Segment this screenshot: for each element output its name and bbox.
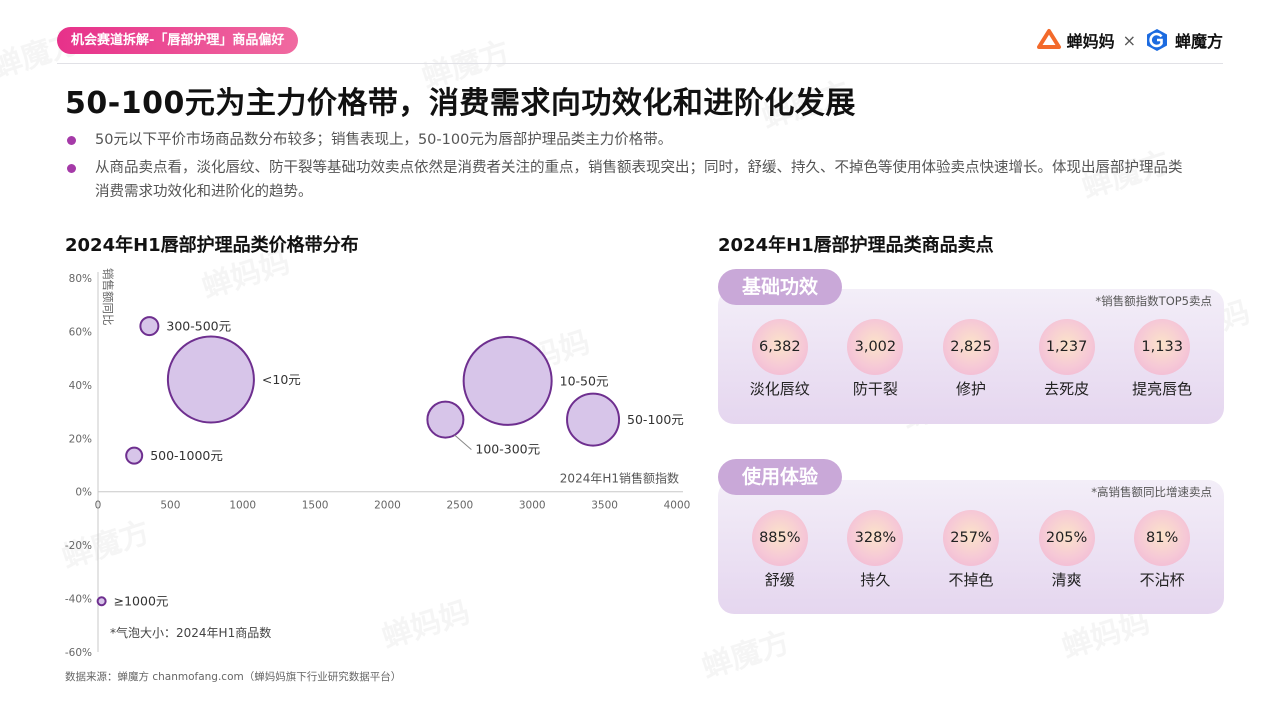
- selling-point-list: 6,382 淡化唇纹 3,002 防干裂 2,825 修护 1,237 去死皮 …: [732, 319, 1210, 399]
- y-tick-label: 80%: [69, 273, 92, 285]
- x-tick-label: 1500: [302, 500, 329, 512]
- x-tick-label: 0: [95, 500, 102, 512]
- selling-point-value: 885%: [751, 510, 808, 566]
- y-axis-label: 销售额同比: [101, 268, 115, 326]
- usage-experience-tab: 使用体验: [718, 459, 843, 495]
- basic-efficacy-tab: 基础功效: [718, 269, 843, 305]
- bubble-label: 100-300元: [475, 442, 540, 457]
- chanmama-logo-icon: [1036, 29, 1061, 49]
- logo-separator: ×: [1122, 30, 1136, 50]
- selling-point-label: 淡化唇纹: [749, 380, 810, 398]
- bubble-size-note: *气泡大小：2024年H1商品数: [110, 625, 271, 640]
- selling-point-label: 持久: [860, 571, 891, 589]
- section-tag: 机会赛道拆解-「唇部护理」商品偏好: [57, 27, 299, 54]
- chanmofang-logo: 蝉魔方: [1144, 27, 1223, 53]
- y-tick-label: -20%: [65, 540, 92, 552]
- bullet-dot-icon: [67, 164, 76, 173]
- y-tick-label: 0%: [75, 487, 92, 499]
- data-source-note: 数据来源：蝉魔方 chanmofang.com（蝉妈妈旗下行业研究数据平台）: [65, 671, 402, 683]
- chanmofang-logo-icon: [1146, 29, 1167, 51]
- selling-point-label: 防干裂: [852, 380, 898, 398]
- y-tick-label: 20%: [69, 433, 92, 445]
- bubble-label: 300-500元: [166, 319, 231, 334]
- bullet-point: 50元以下平价市场商品数分布较多；销售表现上，50-100元为唇部护理品类主力价…: [65, 128, 1195, 152]
- selling-point-value: 81%: [1134, 510, 1191, 566]
- x-tick-label: 3500: [591, 500, 618, 512]
- selling-point-label: 清爽: [1051, 571, 1082, 589]
- y-tick-label: 60%: [69, 326, 92, 338]
- selling-point-value: 1,133: [1134, 319, 1191, 375]
- bullet-text: 从商品卖点看，淡化唇纹、防干裂等基础功效卖点依然是消费者关注的重点，销售额表现突…: [95, 160, 1183, 200]
- label-leader-line: [454, 434, 472, 450]
- selling-point-label: 不沾杯: [1139, 571, 1185, 589]
- x-axis-label: 2024年H1销售额指数: [560, 471, 679, 486]
- x-tick-label: 3000: [519, 500, 546, 512]
- brand-logos: 蝉妈妈 × 蝉魔方: [1036, 24, 1223, 56]
- selling-point-label: 修护: [955, 380, 986, 398]
- x-tick-label: 1000: [229, 500, 256, 512]
- x-tick-label: 4000: [664, 500, 691, 512]
- bubble-point: [426, 400, 465, 439]
- selling-point-item: 6,382 淡化唇纹: [735, 319, 825, 399]
- chanmama-logo: 蝉妈妈: [1036, 27, 1115, 53]
- selling-point-item: 205% 清爽: [1022, 510, 1112, 590]
- x-tick-label: 2500: [447, 500, 474, 512]
- selling-point-value: 2,825: [942, 319, 999, 375]
- bubble-label: 500-1000元: [150, 448, 223, 463]
- selling-point-label: 舒缓: [764, 571, 795, 589]
- selling-point-item: 1,133 提亮唇色: [1117, 319, 1207, 399]
- selling-point-list: 885% 舒缓 328% 持久 257% 不掉色 205% 清爽 81% 不沾杯: [732, 510, 1210, 590]
- bubble-point: [139, 316, 160, 337]
- bullet-point: 从商品卖点看，淡化唇纹、防干裂等基础功效卖点依然是消费者关注的重点，销售额表现突…: [65, 156, 1195, 204]
- panel-note: *销售额指数TOP5卖点: [1095, 294, 1212, 308]
- selling-point-item: 2,825 修护: [926, 319, 1016, 399]
- basic-efficacy-panel: *销售额指数TOP5卖点 6,382 淡化唇纹 3,002 防干裂 2,825 …: [718, 289, 1224, 424]
- selling-point-value: 205%: [1038, 510, 1095, 566]
- chart-bubbles: 300-500元 <10元 500-1000元 100-300元 10-50元 50-10…: [96, 316, 684, 609]
- bullet-text: 50元以下平价市场商品数分布较多；销售表现上，50-100元为唇部护理品类主力价…: [95, 132, 673, 148]
- selling-point-label: 去死皮: [1044, 380, 1090, 398]
- bubble-point: [166, 335, 255, 424]
- x-tick-label: 500: [160, 500, 180, 512]
- selling-point-item: 81% 不沾杯: [1117, 510, 1207, 590]
- selling-point-item: 1,237 去死皮: [1022, 319, 1112, 399]
- bubble-label: 50-100元: [627, 412, 684, 427]
- selling-point-value: 1,237: [1038, 319, 1095, 375]
- y-tick-label: -40%: [65, 594, 92, 606]
- panel-note: *高销售额同比增速卖点: [1091, 485, 1212, 499]
- bubble-label: <10元: [262, 372, 301, 387]
- bubble-point: [566, 392, 621, 447]
- summary-bullets: 50元以下平价市场商品数分布较多；销售表现上，50-100元为唇部护理品类主力价…: [65, 128, 1195, 208]
- y-tick-label: -60%: [65, 647, 92, 659]
- bullet-dot-icon: [67, 136, 76, 145]
- selling-point-item: 328% 持久: [830, 510, 920, 590]
- selling-point-item: 257% 不掉色: [926, 510, 1016, 590]
- chart-section-title: 2024年H1唇部护理品类价格带分布: [65, 235, 359, 256]
- selling-point-value: 6,382: [751, 319, 808, 375]
- bubble-point: [96, 596, 107, 607]
- page-title: 50-100元为主力价格带，消费需求向功效化和进阶化发展: [65, 86, 856, 121]
- usage-experience-panel: *高销售额同比增速卖点 885% 舒缓 328% 持久 257% 不掉色 205…: [718, 480, 1224, 614]
- bubble-label: ≥1000元: [114, 594, 169, 609]
- selling-point-item: 3,002 防干裂: [830, 319, 920, 399]
- bubble-point: [462, 335, 553, 426]
- y-tick-label: 40%: [69, 380, 92, 392]
- selling-point-value: 257%: [942, 510, 999, 566]
- x-tick-label: 2000: [374, 500, 401, 512]
- selling-points-section-title: 2024年H1唇部护理品类商品卖点: [718, 235, 994, 256]
- selling-point-value: 3,002: [847, 319, 904, 375]
- selling-point-item: 885% 舒缓: [735, 510, 825, 590]
- selling-point-value: 328%: [847, 510, 904, 566]
- selling-point-label: 提亮唇色: [1132, 380, 1193, 398]
- header-divider: [57, 63, 1223, 64]
- chart-axes: 80% 60% 40% 20% 0% -20% -40% -60% 0 500 1000 1500 20…: [65, 268, 691, 659]
- selling-point-label: 不掉色: [948, 571, 994, 589]
- bubble-label: 10-50元: [560, 373, 609, 388]
- chanmama-logo-text: 蝉妈妈: [1066, 32, 1115, 51]
- bubble-point: [125, 446, 144, 465]
- chanmofang-logo-text: 蝉魔方: [1174, 32, 1223, 51]
